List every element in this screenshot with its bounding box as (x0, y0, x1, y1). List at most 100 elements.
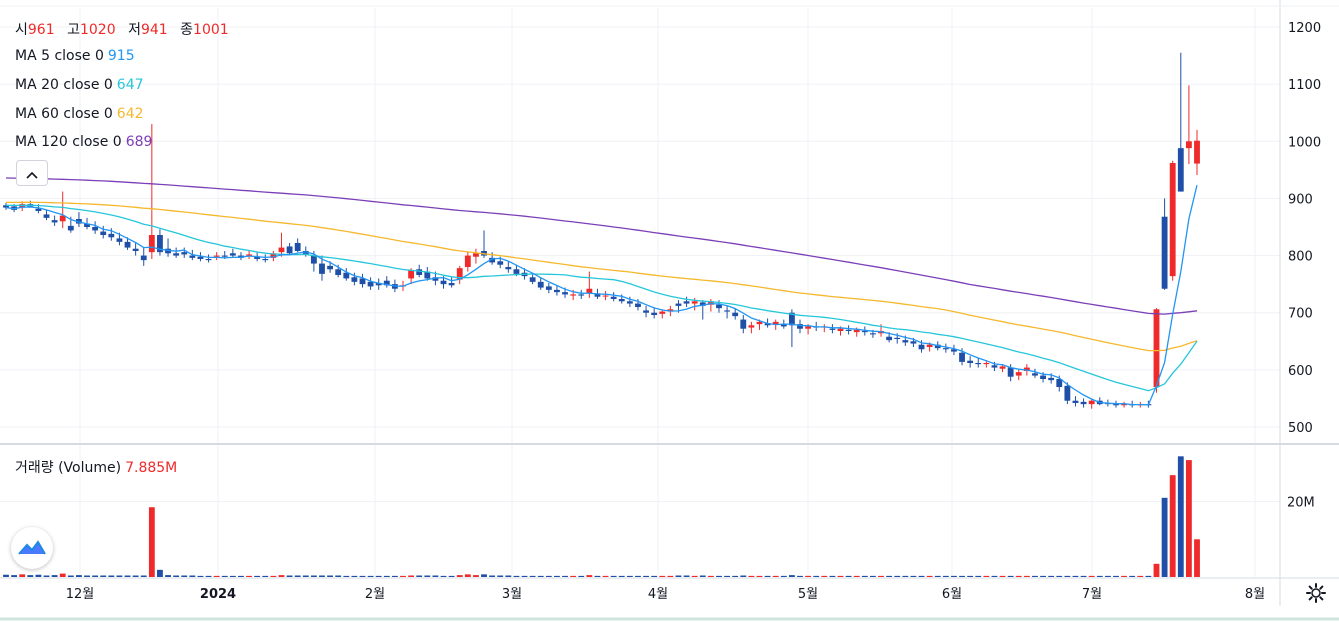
open-value: 961 (27, 22, 55, 38)
candle-body (43, 214, 50, 218)
candle-body (505, 267, 512, 270)
volume-bar (1007, 575, 1014, 577)
ma20-line (5, 204, 1198, 392)
candle-body (602, 295, 609, 297)
volume-bar (780, 575, 787, 577)
high-label: 고 (67, 22, 80, 38)
volume-bar (302, 575, 309, 577)
ma5-value: 915 (107, 48, 135, 64)
volume-bar (319, 575, 325, 577)
candle-body (724, 310, 730, 312)
candle-body (934, 344, 941, 349)
ma60-label: MA 60 close 0 (15, 106, 113, 122)
volume-bar (1080, 575, 1087, 577)
candle-body (537, 281, 544, 288)
volume-bar (440, 575, 447, 577)
volume-bar (813, 575, 820, 577)
volume-bar (43, 575, 50, 577)
volume-bar (691, 575, 698, 577)
candle-body (691, 301, 698, 304)
ma120-label: MA 120 close 0 (15, 134, 122, 150)
candle-body (229, 253, 236, 256)
ma20-legend[interactable]: MA 20 close 0 647 (15, 77, 144, 93)
price-axis-label: 800 (1288, 250, 1313, 265)
volume-legend[interactable]: 거래량 (Volume) 7.885M (15, 457, 177, 477)
candle-body (489, 257, 496, 263)
candle-body (197, 256, 204, 259)
volume-bar (570, 575, 577, 577)
volume-bar (1194, 539, 1200, 577)
candle-body (643, 310, 649, 313)
candle-body (35, 208, 42, 211)
candle-body (870, 333, 876, 335)
volume-bar (626, 575, 633, 577)
candle-body (67, 225, 74, 231)
time-axis-label: 3월 (502, 587, 522, 602)
candle-body (140, 255, 147, 261)
candle-body (910, 341, 917, 344)
candle-body (148, 235, 155, 253)
candle-body (189, 255, 196, 258)
candle-body (853, 329, 860, 333)
time-axis-label: 5월 (798, 587, 818, 602)
candle-body (367, 281, 374, 287)
volume-bar (51, 575, 58, 577)
time-axis-label: 8월 (1245, 587, 1265, 602)
volume-bar (845, 575, 852, 577)
volume-bar (246, 575, 252, 577)
time-axis-label: 2024 (200, 587, 236, 602)
candle-body (383, 280, 390, 286)
candle-body (894, 337, 901, 339)
candle-body (254, 256, 261, 259)
candle-body (545, 286, 552, 290)
candle-body (464, 255, 471, 267)
volume-bar (165, 575, 171, 577)
close-value: 1001 (193, 22, 229, 38)
volume-bar (157, 569, 163, 577)
candle-body (205, 259, 212, 261)
volume-bar (310, 575, 317, 577)
candle-body (951, 349, 957, 352)
volume-bar (521, 575, 528, 577)
volume-bar (335, 575, 342, 577)
volume-bar (59, 573, 66, 577)
volume-bar (1137, 575, 1144, 577)
volume-bar (19, 574, 26, 577)
price-axis-label: 700 (1288, 307, 1313, 322)
ma120-legend[interactable]: MA 120 close 0 689 (15, 134, 152, 150)
candle-body (157, 235, 163, 253)
candle-body (456, 268, 463, 280)
volume-bar (894, 575, 901, 577)
volume-bar (92, 575, 99, 577)
price-axis-label: 900 (1288, 192, 1313, 207)
collapse-legend-button[interactable] (16, 160, 48, 186)
tradingview-logo-icon[interactable] (11, 527, 53, 569)
volume-bar (140, 575, 147, 577)
ma60-legend[interactable]: MA 60 close 0 642 (15, 106, 144, 122)
ma5-legend[interactable]: MA 5 close 0 915 (15, 48, 135, 64)
volume-bar (173, 575, 180, 577)
volume-bar (497, 575, 504, 577)
candle-body (1194, 140, 1200, 164)
volume-bar (829, 575, 836, 577)
candle-body (375, 283, 382, 286)
candle-body (213, 255, 220, 257)
candle-body (1032, 373, 1038, 376)
volume-bar (861, 575, 868, 577)
volume-bar (100, 575, 107, 577)
gear-icon[interactable] (1305, 582, 1327, 604)
volume-bar (448, 575, 455, 577)
volume-bar (1185, 460, 1192, 577)
volume-bar (481, 574, 487, 577)
ma20-value: 647 (116, 77, 144, 93)
candle-body (667, 309, 674, 312)
candle-body (294, 243, 301, 251)
candle-body (1056, 379, 1063, 387)
volume-bar (797, 575, 803, 577)
volume-bar (400, 575, 406, 577)
volume-bar (286, 575, 293, 577)
volume-bar (1113, 575, 1119, 577)
volume-bar (740, 575, 747, 577)
volume-bar (67, 575, 74, 577)
